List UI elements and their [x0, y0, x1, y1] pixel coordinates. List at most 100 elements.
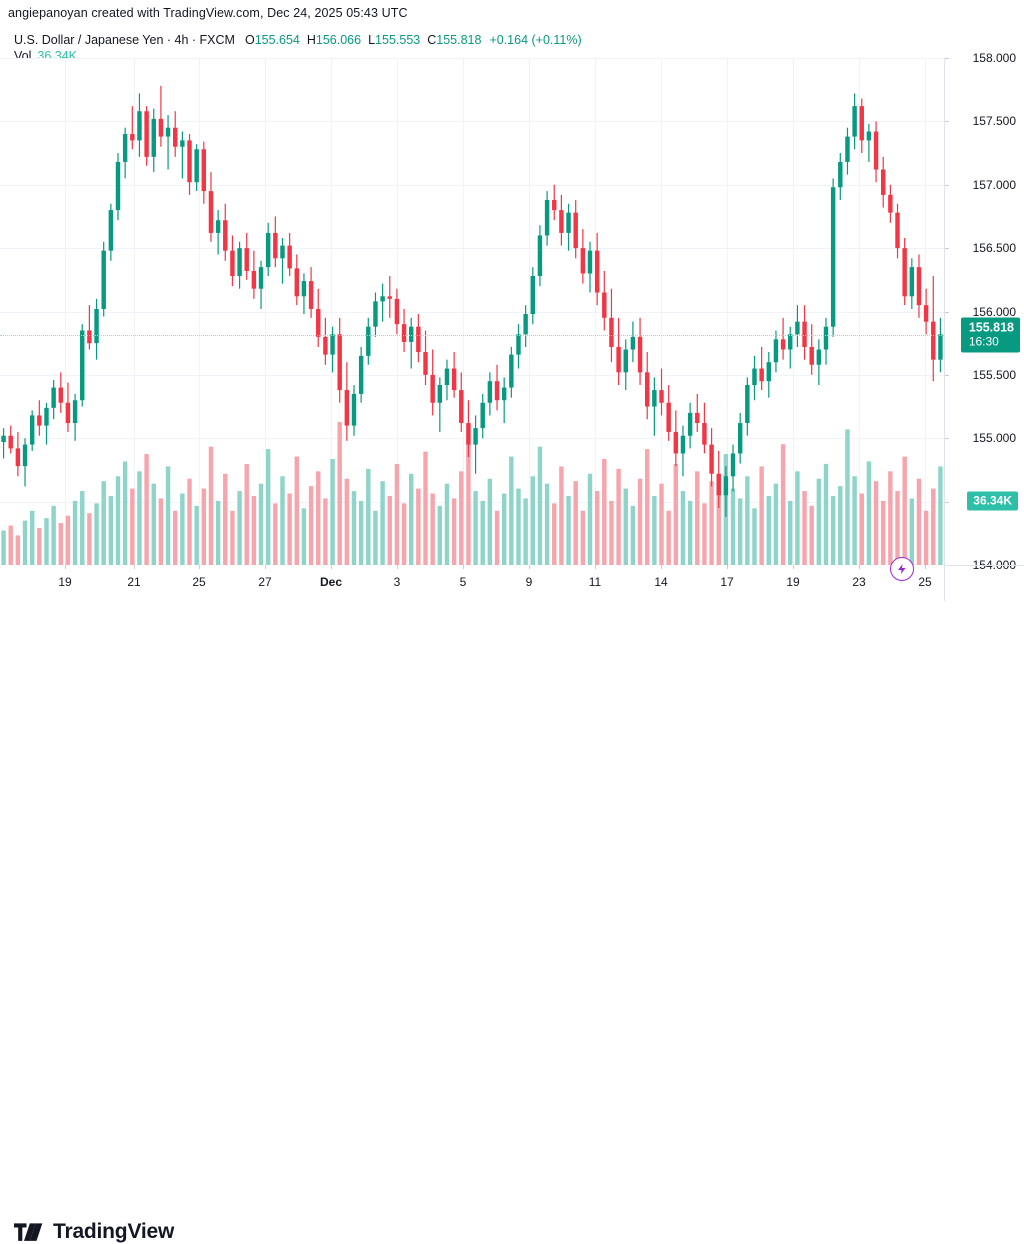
candle-body	[652, 390, 657, 407]
volume-bar	[759, 466, 764, 565]
candle-body	[830, 187, 836, 327]
candle-body	[37, 415, 42, 426]
volume-bar	[244, 463, 249, 565]
candle-body	[80, 330, 85, 401]
volume-bar	[151, 483, 156, 565]
volume-bar	[716, 493, 721, 565]
volume-bar	[680, 491, 686, 565]
candle-body	[394, 298, 400, 325]
volume-bar	[695, 471, 700, 565]
time-axis-tick: 9	[525, 575, 533, 589]
volume-bar	[623, 488, 628, 565]
time-axis-tick: 5	[459, 575, 467, 589]
gridline-horizontal	[0, 184, 944, 186]
candle-body	[659, 390, 664, 403]
volume-bar	[308, 486, 314, 565]
candle-body	[401, 324, 407, 342]
volume-bar	[816, 478, 822, 565]
last-price-badge: 155.818 16:30	[960, 317, 1020, 353]
candle-body	[494, 381, 500, 401]
candle-body	[645, 372, 650, 407]
volume-bar	[645, 449, 650, 565]
candle-body	[144, 111, 149, 157]
candle-body	[115, 161, 121, 211]
volume-bar	[888, 471, 893, 565]
time-axis-tickmark	[859, 565, 860, 569]
candle-body	[594, 250, 600, 293]
legend-interval[interactable]: 4h	[174, 33, 189, 47]
candle-body	[223, 220, 228, 251]
candle-body	[287, 245, 292, 269]
price-axis-divider	[944, 58, 945, 601]
price-axis-tick: 157.500	[972, 114, 1016, 129]
candle-wick	[761, 346, 763, 391]
gridline-vertical	[331, 58, 332, 565]
candle-body	[859, 106, 864, 141]
price-axis[interactable]: 158.000 157.500 157.000 156.500 156.000 155.5…	[944, 51, 1024, 572]
volume-bar	[237, 491, 242, 565]
lightning-bolt-icon[interactable]	[890, 557, 914, 581]
volume-bar	[480, 500, 485, 565]
time-axis-tick: 19	[786, 575, 800, 589]
volume-bar	[51, 505, 56, 565]
legend-symbol[interactable]: U.S. Dollar / Japanese Yen	[14, 33, 164, 47]
candle-body	[87, 330, 92, 344]
volume-bar	[902, 456, 907, 565]
volume-bar	[752, 508, 757, 565]
volume-bar	[494, 510, 500, 565]
volume-bar	[423, 451, 428, 565]
volume-bar	[80, 491, 85, 565]
volume-bar	[273, 503, 278, 565]
volume-bar	[544, 483, 550, 565]
candle-body	[881, 169, 886, 195]
volume-bar	[380, 481, 385, 565]
volume-bar	[709, 481, 714, 565]
tradingview-logo[interactable]: TradingView	[14, 1220, 174, 1244]
volume-bar	[630, 505, 636, 565]
candle-body	[938, 334, 943, 360]
time-axis-tickmark	[793, 565, 794, 569]
volume-bar	[809, 505, 814, 565]
volume-bar	[137, 471, 142, 565]
gridline-vertical	[859, 58, 860, 565]
candle-body	[795, 321, 800, 335]
candle-body	[523, 314, 528, 335]
time-axis-tickmark	[199, 565, 200, 569]
chart-plot-area[interactable]	[0, 58, 944, 566]
candle-body	[587, 250, 593, 274]
volume-bar	[573, 481, 578, 565]
volume-bar	[766, 495, 771, 565]
legend-high-label: H	[306, 33, 316, 47]
candle-body	[358, 355, 364, 394]
candle-body	[173, 127, 178, 147]
volume-bar	[487, 478, 493, 565]
candle-body	[308, 281, 314, 309]
volume-bar	[501, 493, 507, 565]
gridline-horizontal	[0, 501, 944, 503]
legend-exchange[interactable]: FXCM	[199, 33, 235, 47]
candle-wick	[503, 377, 505, 424]
candle-body	[752, 368, 757, 386]
time-axis[interactable]: 19 21 25 27 Dec 3 5 9 11 14 17 19 23 25	[0, 565, 944, 601]
volume-bar	[687, 500, 693, 565]
legend-sep-2: ·	[188, 33, 200, 47]
legend-ohlc-row[interactable]: U.S. Dollar / Japanese Yen · 4h · FXCM O1…	[14, 32, 582, 48]
volume-bar	[673, 463, 679, 565]
gridline-vertical	[595, 58, 596, 565]
time-axis-tickmark	[925, 565, 926, 569]
volume-bar	[530, 476, 535, 565]
candle-body	[237, 248, 242, 277]
candle-body	[344, 390, 350, 426]
candle-body	[51, 387, 56, 408]
price-axis-tickmark	[944, 248, 949, 250]
volume-bar	[466, 436, 471, 565]
volume-bar	[909, 498, 915, 565]
candle-body	[888, 194, 893, 213]
time-axis-tickmark	[134, 565, 135, 569]
candle-body	[802, 321, 807, 347]
price-axis-tick: 158.000	[972, 51, 1016, 65]
candle-body	[552, 199, 557, 211]
volume-bar	[258, 483, 264, 565]
volume-bar	[8, 525, 13, 565]
volume-bar	[251, 495, 257, 565]
